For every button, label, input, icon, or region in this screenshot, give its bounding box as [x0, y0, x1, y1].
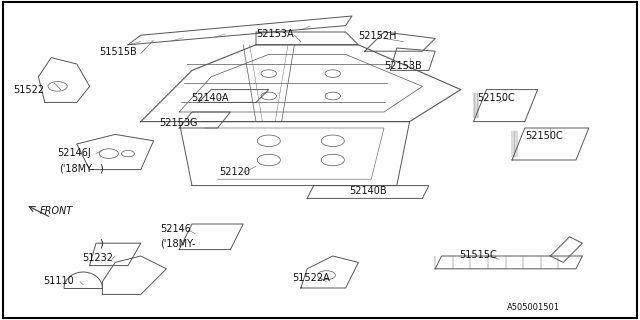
Text: 52140A: 52140A	[191, 92, 228, 103]
Text: 52150C: 52150C	[525, 131, 563, 141]
Text: ): )	[99, 163, 103, 173]
Text: 51522A: 51522A	[292, 273, 330, 283]
Text: 52146J: 52146J	[58, 148, 92, 158]
Text: A505001501: A505001501	[507, 303, 560, 312]
Text: FRONT: FRONT	[40, 205, 73, 216]
Text: 52153G: 52153G	[159, 118, 197, 128]
Text: 52153A: 52153A	[256, 28, 294, 39]
Text: 52150C: 52150C	[477, 92, 515, 103]
Text: ): )	[99, 239, 103, 249]
Text: 52140B: 52140B	[349, 186, 387, 196]
Text: ('18MY-: ('18MY-	[160, 239, 195, 249]
Text: 51110: 51110	[44, 276, 74, 286]
Text: 51232: 51232	[82, 252, 113, 263]
Text: 51515C: 51515C	[460, 250, 497, 260]
Text: 52120: 52120	[219, 167, 250, 177]
Text: 51522: 51522	[13, 84, 44, 95]
Text: 52152H: 52152H	[358, 31, 397, 41]
Text: 52153B: 52153B	[384, 60, 422, 71]
Text: ('18MY-: ('18MY-	[60, 163, 95, 173]
Text: 52146: 52146	[160, 224, 191, 234]
Text: 51515B: 51515B	[99, 47, 137, 57]
